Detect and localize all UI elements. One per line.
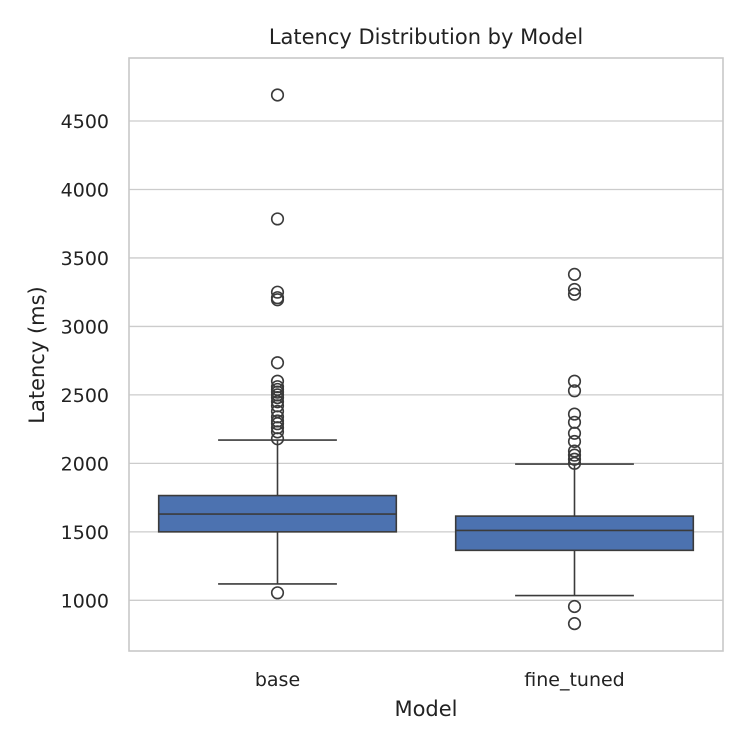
y-tick-label: 3500 xyxy=(61,248,109,270)
outlier-point xyxy=(567,452,582,466)
y-tick-label: 3000 xyxy=(61,316,109,338)
y-axis-ticks: 1000 1500 2000 2500 3000 3500 4000 4500 xyxy=(61,111,109,612)
y-tick-label: 1500 xyxy=(61,522,109,544)
outlier-point xyxy=(270,414,285,428)
box-fine_tuned xyxy=(454,267,695,631)
x-axis-ticks: base fine_tuned xyxy=(255,669,625,691)
outlier-point xyxy=(270,285,285,299)
outlier-point xyxy=(270,212,285,226)
outlier-point xyxy=(270,291,285,305)
iqr-box xyxy=(454,515,695,552)
outlier-point xyxy=(567,374,582,388)
y-tick-label: 1000 xyxy=(61,590,109,612)
x-tick-label: fine_tuned xyxy=(524,669,624,691)
x-axis-label: Model xyxy=(394,697,457,721)
outlier-point xyxy=(567,426,582,440)
y-tick-label: 2000 xyxy=(61,453,109,475)
chart-title: Latency Distribution by Model xyxy=(269,25,583,49)
box-base xyxy=(157,88,398,600)
outlier-point xyxy=(270,356,285,370)
outlier-point xyxy=(270,586,285,600)
outlier-point xyxy=(567,384,582,398)
outlier-point xyxy=(567,617,582,631)
x-tick-label: base xyxy=(255,669,300,691)
boxes-layer xyxy=(157,88,695,631)
outlier-point xyxy=(567,444,582,458)
outlier-point xyxy=(567,415,582,429)
outlier-point xyxy=(567,287,582,301)
outlier-point xyxy=(270,374,285,388)
outlier-point xyxy=(567,434,582,449)
y-axis-label: Latency (ms) xyxy=(25,286,49,423)
outlier-point xyxy=(270,404,285,418)
y-tick-label: 4000 xyxy=(61,179,109,201)
outlier-point xyxy=(270,88,285,102)
y-tick-label: 2500 xyxy=(61,385,109,407)
outlier-point xyxy=(567,282,582,297)
plot-frame xyxy=(128,57,724,652)
outlier-point xyxy=(270,380,285,394)
y-tick-label: 4500 xyxy=(61,111,109,133)
outlier-point xyxy=(567,407,582,421)
outlier-point xyxy=(567,267,582,281)
outlier-point xyxy=(567,448,582,462)
outlier-point xyxy=(567,599,582,614)
